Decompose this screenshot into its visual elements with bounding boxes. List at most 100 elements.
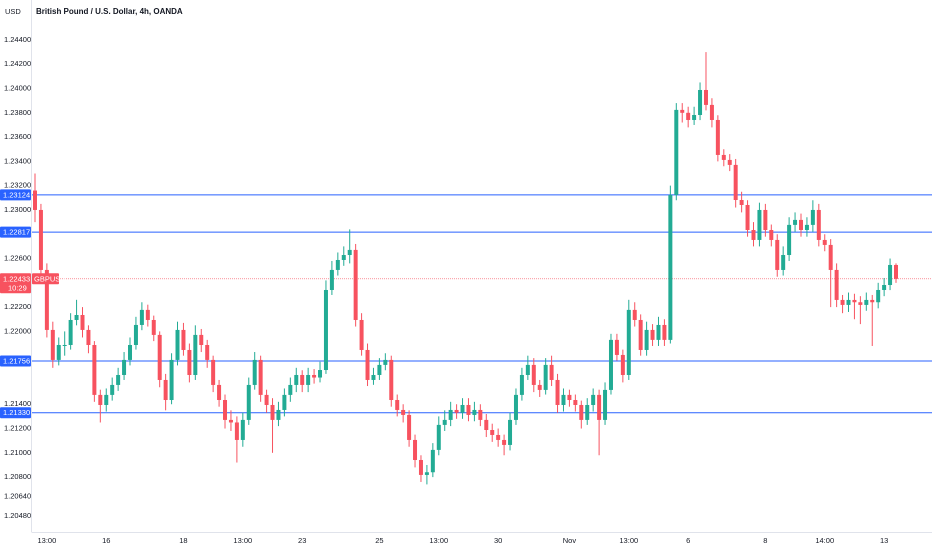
candle-body bbox=[33, 190, 37, 210]
candle-body bbox=[353, 249, 358, 320]
candle-body bbox=[496, 434, 501, 440]
candle-body bbox=[199, 334, 204, 345]
y-tick-label: 1.23200 bbox=[4, 181, 31, 190]
x-tick-label: 30 bbox=[494, 536, 502, 545]
candle-body bbox=[739, 200, 744, 205]
x-tick-label: 13:00 bbox=[37, 536, 56, 545]
candle-body bbox=[775, 239, 780, 270]
candle-body bbox=[430, 449, 435, 473]
y-tick-label: 1.22200 bbox=[4, 302, 31, 311]
candle-body bbox=[436, 424, 441, 450]
candle-body bbox=[341, 255, 346, 260]
candle-body bbox=[193, 334, 198, 375]
candle-body bbox=[86, 329, 91, 345]
candle-body bbox=[329, 269, 334, 290]
candle-body bbox=[44, 269, 49, 330]
y-tick-label: 1.23800 bbox=[4, 108, 31, 117]
candle-body bbox=[822, 239, 827, 245]
y-tick-label: 1.22000 bbox=[4, 326, 31, 335]
candle-body bbox=[603, 389, 608, 420]
candle-body bbox=[810, 209, 815, 225]
level-label-box bbox=[0, 189, 31, 201]
candle-body bbox=[133, 324, 138, 345]
candle-body bbox=[163, 379, 168, 401]
candle-body bbox=[318, 370, 323, 378]
candle-body bbox=[50, 329, 55, 360]
candle-body bbox=[454, 409, 459, 413]
candle-body bbox=[217, 384, 222, 401]
candle-body bbox=[882, 285, 887, 290]
candle-body bbox=[276, 409, 281, 420]
y-tick-label: 1.20640 bbox=[4, 492, 31, 501]
level-label: 1.21756 bbox=[3, 357, 30, 366]
axis: 1.24400 1.24200 1.24000 1.23800 1.23600 1.234… bbox=[0, 35, 888, 545]
y-tick-label: 1.24200 bbox=[4, 59, 31, 68]
candle-body bbox=[549, 364, 554, 380]
candle-body bbox=[531, 364, 536, 385]
candle-body bbox=[537, 384, 542, 390]
candle-body bbox=[371, 374, 376, 380]
candle-body bbox=[175, 329, 180, 360]
candle-body bbox=[187, 349, 192, 375]
candle-body bbox=[478, 409, 483, 420]
countdown: 10:29 bbox=[8, 283, 27, 292]
candle-body bbox=[864, 299, 869, 305]
candle-body bbox=[98, 394, 103, 405]
candle-body bbox=[733, 164, 738, 201]
candle-body bbox=[223, 400, 228, 420]
candle-body bbox=[686, 112, 691, 120]
candle-body bbox=[335, 259, 340, 270]
candle-body bbox=[579, 404, 584, 420]
candle-body bbox=[852, 299, 857, 303]
candle-body bbox=[38, 209, 43, 270]
x-tick-label: 18 bbox=[179, 536, 187, 545]
candle-body bbox=[858, 302, 863, 305]
candle-body bbox=[377, 364, 382, 375]
candle-body bbox=[703, 89, 708, 105]
candle-body bbox=[270, 404, 275, 420]
candle-body bbox=[721, 154, 726, 160]
candle-body bbox=[650, 329, 655, 340]
x-tick-label: 25 bbox=[375, 536, 383, 545]
y-tick-label: 1.21200 bbox=[4, 424, 31, 433]
candle-body bbox=[709, 104, 714, 120]
x-tick-label: 16 bbox=[102, 536, 110, 545]
x-tick-label: 6 bbox=[686, 536, 690, 545]
candle-body bbox=[757, 209, 762, 240]
candle-body bbox=[751, 229, 756, 240]
candles bbox=[33, 52, 898, 485]
x-tick-label: 13:00 bbox=[619, 536, 638, 545]
candle-body bbox=[502, 439, 507, 445]
candle-body bbox=[246, 384, 251, 420]
y-tick-label: 1.24400 bbox=[4, 35, 31, 44]
candle-body bbox=[323, 289, 328, 371]
candle-body bbox=[442, 419, 447, 425]
candle-body bbox=[555, 379, 560, 405]
y-tick-label: 1.23400 bbox=[4, 156, 31, 165]
candle-body bbox=[312, 374, 317, 378]
candle-body bbox=[145, 309, 150, 320]
last-price-label: 1.22433 bbox=[3, 274, 30, 283]
candle-body bbox=[157, 334, 162, 380]
candle-body bbox=[258, 359, 263, 395]
candle-body bbox=[62, 344, 67, 346]
candle-body bbox=[834, 269, 839, 300]
candle-body bbox=[573, 400, 578, 405]
candle-body bbox=[466, 404, 471, 415]
x-tick-label: 14:00 bbox=[815, 536, 834, 545]
candle-body bbox=[793, 219, 798, 225]
candle-body bbox=[80, 314, 85, 330]
candle-body bbox=[632, 309, 637, 320]
x-tick-label: 8 bbox=[763, 536, 767, 545]
candle-body bbox=[490, 429, 495, 435]
candle-body bbox=[294, 374, 299, 385]
level-label: 1.21330 bbox=[3, 408, 30, 417]
candle-body bbox=[68, 319, 73, 345]
candle-body bbox=[828, 244, 833, 270]
candle-body bbox=[638, 319, 643, 350]
candle-body bbox=[448, 409, 453, 420]
candle-body bbox=[692, 114, 697, 120]
candle-body bbox=[525, 364, 530, 375]
last-price-box bbox=[0, 273, 31, 294]
